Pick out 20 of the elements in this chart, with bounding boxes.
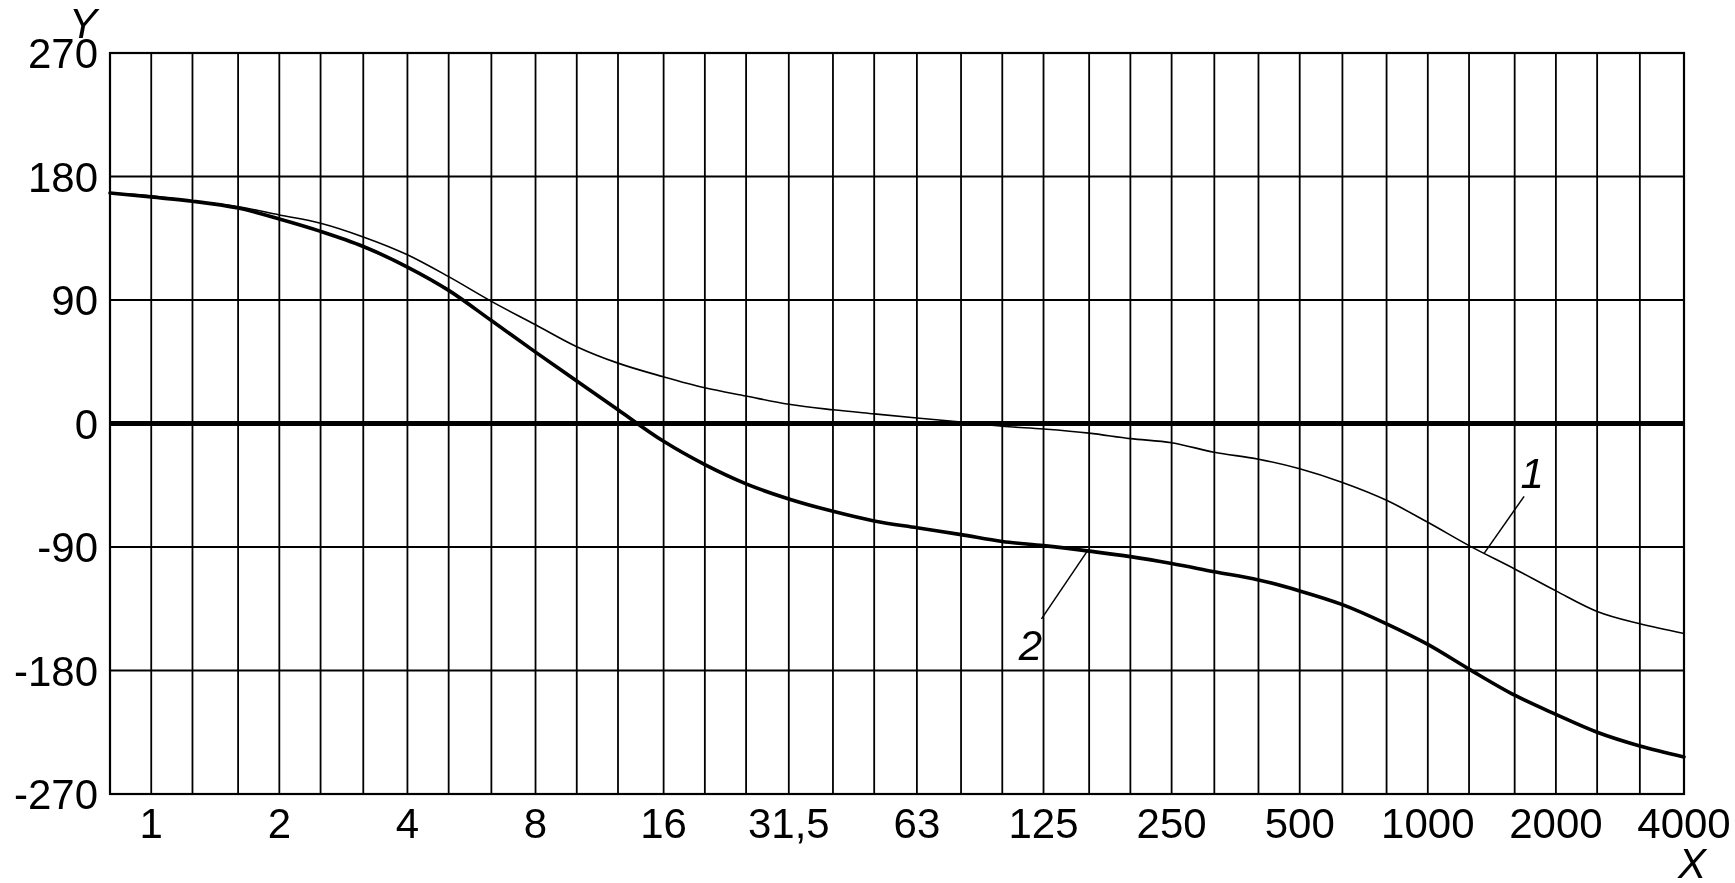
y-tick-label: -270: [13, 770, 98, 818]
series-label: 1: [1520, 449, 1544, 497]
y-tick-label: -90: [37, 523, 98, 571]
x-tick-label: 16: [640, 800, 687, 847]
x-tick-label: 1000: [1381, 800, 1475, 847]
legend-label: 2: [1017, 621, 1043, 669]
x-tick-label: 31,5: [747, 800, 830, 847]
x-tick-label: 125: [1008, 800, 1079, 847]
x-tick-label: 2: [267, 800, 292, 847]
y-tick-label: 90: [51, 276, 98, 324]
x-tick-label: 2000: [1509, 800, 1603, 847]
x-tick-label: 250: [1136, 800, 1207, 847]
x-tick-label: 1: [139, 800, 163, 847]
x-tick-label: 63: [893, 800, 941, 847]
x-tick-label: 4: [395, 800, 420, 847]
x-tick-label: 8: [523, 800, 548, 847]
y-tick-label: 180: [27, 153, 98, 200]
x-tick-label: 500: [1264, 800, 1335, 847]
y-tick-label: 0: [74, 400, 98, 447]
y-tick-label: -180: [13, 647, 98, 694]
